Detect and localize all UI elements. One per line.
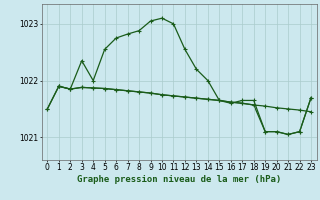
X-axis label: Graphe pression niveau de la mer (hPa): Graphe pression niveau de la mer (hPa) (77, 175, 281, 184)
